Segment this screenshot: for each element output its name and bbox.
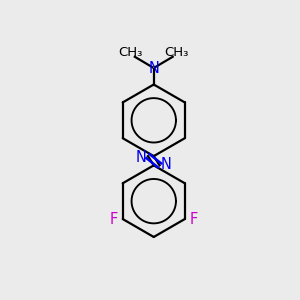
Text: N: N [148,61,159,76]
Text: N: N [160,157,171,172]
Text: F: F [190,212,198,226]
Text: CH₃: CH₃ [118,46,143,59]
Text: F: F [110,212,118,226]
Text: N: N [136,150,147,165]
Text: CH₃: CH₃ [165,46,189,59]
